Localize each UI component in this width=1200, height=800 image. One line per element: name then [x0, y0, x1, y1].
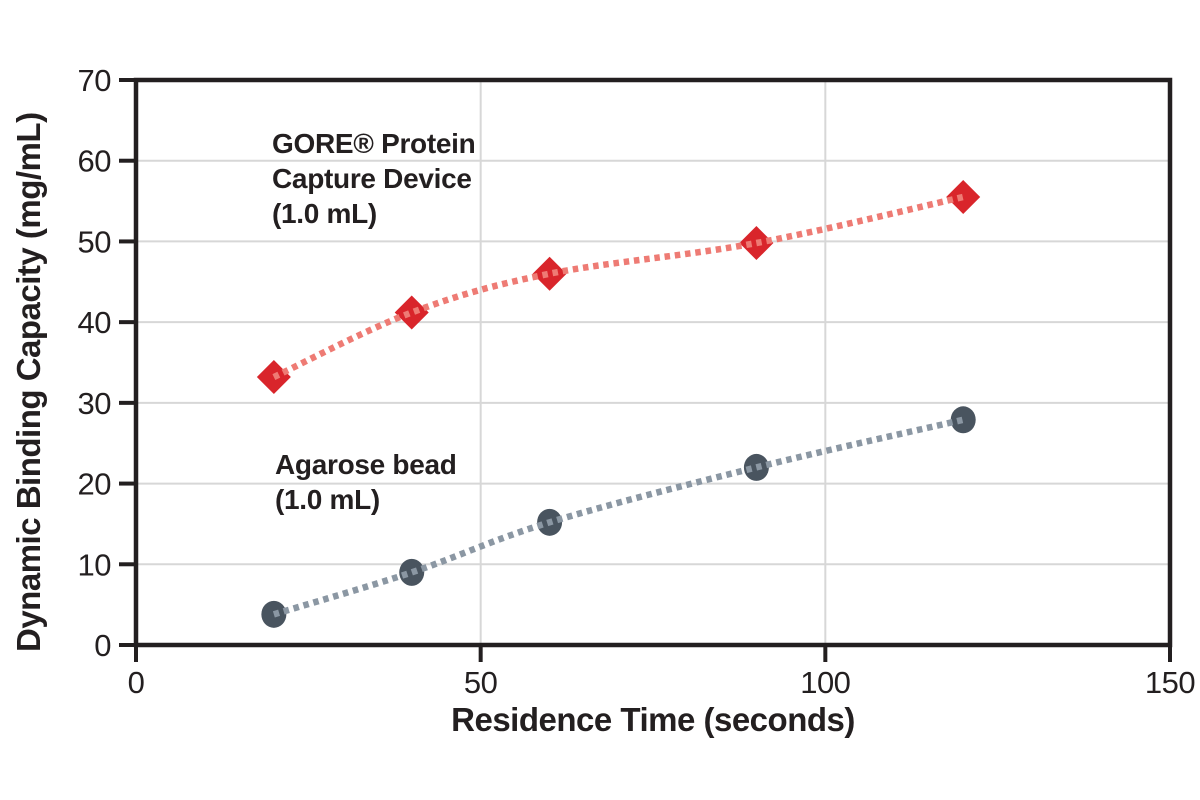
trend-dotted-line	[272, 416, 964, 618]
series-label-gore-protein-capture-device: GORE® Protein Capture Device (1.0 mL)	[272, 126, 476, 231]
y-tick-label: 20	[78, 467, 112, 502]
y-tick-label: 60	[78, 144, 112, 179]
x-tick-label: 100	[800, 665, 850, 700]
y-tick-label: 30	[78, 386, 112, 421]
data-point-circle	[399, 558, 425, 586]
series-label-line: GORE® Protein	[272, 128, 476, 159]
y-tick-label: 0	[94, 628, 111, 663]
series-label-line: Agarose bead	[275, 449, 457, 480]
y-tick-label: 50	[78, 224, 112, 259]
x-tick-label: 150	[1145, 665, 1195, 700]
data-point-circle	[950, 406, 976, 434]
series-label-line: (1.0 mL)	[275, 484, 380, 515]
x-tick-label: 0	[128, 665, 145, 700]
data-point-diamond	[532, 256, 567, 291]
data-point-diamond	[394, 295, 429, 330]
y-tick-label: 40	[78, 305, 112, 340]
plot-border	[133, 77, 1173, 648]
trend-dotted-line	[272, 193, 964, 380]
x-tick-label: 50	[464, 665, 498, 700]
y-tick-label: 70	[78, 63, 112, 98]
series-label-line: Capture Device	[272, 163, 472, 194]
series-label-line: (1.0 mL)	[272, 198, 377, 229]
y-axis-title: Dynamic Binding Capacity (mg/mL)	[10, 112, 47, 652]
x-axis-title: Residence Time (seconds)	[451, 701, 855, 738]
data-point-diamond	[946, 180, 981, 215]
series-label-agarose-bead: Agarose bead (1.0 mL)	[275, 447, 457, 517]
y-tick-label: 10	[78, 547, 112, 582]
